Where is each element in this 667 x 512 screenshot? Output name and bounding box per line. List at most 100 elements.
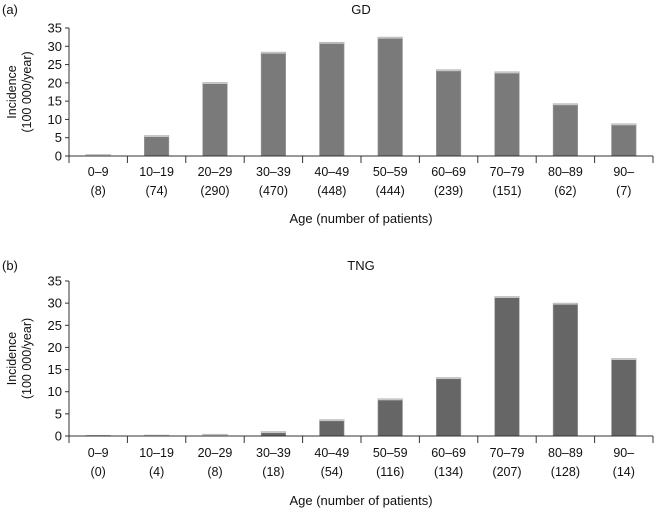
bar-top-highlight — [436, 377, 461, 380]
panel-label: (b) — [2, 258, 18, 273]
y-axis-label: Incidence(100 000/year) — [5, 51, 34, 132]
bar-60–69 — [436, 377, 462, 437]
y-tick-label: 5 — [55, 406, 62, 421]
patient-count-label: (8) — [207, 465, 222, 479]
x-tick-label: 50–59 — [373, 165, 408, 179]
bar-top-highlight — [319, 419, 345, 422]
bar-80–89 — [552, 103, 578, 157]
chart-title: TNG — [347, 258, 374, 273]
x-tick-label: 30–39 — [256, 165, 291, 179]
patient-count-label: (18) — [262, 465, 284, 479]
patient-count-label: (207) — [492, 465, 521, 479]
panel-label: (a) — [2, 2, 18, 17]
y-axis-label-line: (100 000/year) — [20, 318, 34, 399]
patient-count-label: (54) — [321, 465, 343, 479]
bar-50–59 — [377, 36, 403, 157]
x-tick-label: 20–29 — [198, 446, 233, 460]
x-tick-label: 0–9 — [88, 165, 109, 179]
y-axis-label: Incidence(100 000/year) — [5, 318, 34, 399]
y-axis-label-line: Incidence — [5, 332, 19, 386]
y-tick-label: 0 — [55, 149, 62, 164]
bar-60–69 — [436, 69, 462, 157]
x-tick-label: 20–29 — [198, 165, 233, 179]
x-tick-label: 0–9 — [88, 446, 109, 460]
y-tick-label: 10 — [48, 112, 62, 127]
bar-40–49 — [319, 41, 345, 157]
bar-top-highlight — [494, 296, 520, 298]
x-tick-label: 30–39 — [256, 446, 291, 460]
x-axis-label: Age (number of patients) — [289, 493, 432, 508]
bar-top-highlight — [319, 42, 345, 44]
bar-top-highlight — [144, 135, 169, 138]
x-tick-label: 50–59 — [373, 446, 408, 460]
x-tick-label: 10–19 — [139, 165, 174, 179]
patient-count-label: (444) — [376, 184, 405, 198]
bar-top-highlight — [377, 37, 403, 39]
x-tick-label: 60–69 — [431, 165, 466, 179]
bar-70–79 — [494, 71, 520, 157]
patient-count-label: (128) — [551, 465, 580, 479]
y-tick-label: 35 — [48, 21, 62, 36]
y-tick-label: 0 — [55, 429, 62, 444]
bar-top-highlight — [553, 103, 578, 106]
x-tick-label: 80–89 — [548, 446, 583, 460]
patient-count-label: (14) — [613, 465, 635, 479]
x-tick-label: 90– — [613, 165, 634, 179]
y-tick-label: 30 — [48, 296, 62, 311]
y-tick-label: 20 — [48, 340, 62, 355]
x-tick-label: 10–19 — [139, 446, 174, 460]
bar-top-highlight — [436, 69, 461, 72]
patient-count-label: (62) — [554, 184, 576, 198]
bar-top-highlight — [611, 123, 637, 126]
x-tick-label: 60–69 — [431, 446, 466, 460]
x-tick-label: 90– — [613, 446, 634, 460]
bar-top-highlight — [85, 154, 111, 156]
bar-90– — [611, 123, 637, 157]
x-tick-label: 70–79 — [490, 165, 525, 179]
patient-count-label: (116) — [376, 465, 404, 479]
chart-panel-1: (b) TNG Incidence(100 000/year) 0 5 10 15 20 25 3… — [2, 258, 654, 508]
patient-count-label: (74) — [145, 184, 167, 198]
x-tick-label: 70–79 — [490, 446, 525, 460]
bar-70–79 — [494, 296, 520, 437]
y-tick-label: 30 — [48, 39, 62, 54]
y-tick-label: 15 — [48, 362, 62, 377]
x-tick-label: 40–49 — [314, 446, 349, 460]
patient-count-label: (151) — [492, 184, 521, 198]
y-axis-label-line: Incidence — [5, 65, 19, 119]
x-tick-label: 80–89 — [548, 165, 583, 179]
patient-count-label: (7) — [616, 184, 631, 198]
patient-count-label: (239) — [434, 184, 463, 198]
y-tick-label: 25 — [48, 318, 62, 333]
y-tick-label: 20 — [48, 75, 62, 90]
chart-title: GD — [351, 2, 371, 17]
patient-count-label: (448) — [317, 184, 346, 198]
y-tick-label: 10 — [48, 384, 62, 399]
bar-80–89 — [552, 302, 578, 437]
patient-count-label: (0) — [91, 465, 106, 479]
y-tick-label: 15 — [48, 94, 62, 109]
patient-count-label: (290) — [200, 184, 229, 198]
chart-panel-0: (a) GD Incidence(100 000/year) 0 5 10 15 20 25 30… — [2, 2, 654, 226]
bar-20–29 — [202, 82, 228, 157]
bar-top-highlight — [261, 431, 286, 434]
y-axis-label-line: (100 000/year) — [20, 51, 34, 132]
bar-90– — [611, 358, 637, 437]
y-tick-label: 35 — [48, 274, 62, 289]
x-axis-label: Age (number of patients) — [289, 211, 432, 226]
x-tick-label: 40–49 — [314, 165, 349, 179]
bar-50–59 — [377, 398, 403, 437]
patient-count-label: (4) — [149, 465, 164, 479]
bar-top-highlight — [553, 303, 578, 305]
y-tick-label: 25 — [48, 57, 62, 72]
patient-count-label: (470) — [259, 184, 288, 198]
bar-40–49 — [319, 419, 345, 437]
patient-count-label: (8) — [91, 184, 106, 198]
bar-top-highlight — [202, 82, 228, 84]
bar-30–39 — [260, 51, 286, 157]
patient-count-label: (134) — [434, 465, 463, 479]
bar-top-highlight — [611, 358, 637, 360]
bar-10–19 — [144, 135, 170, 157]
bar-top-highlight — [202, 434, 228, 436]
